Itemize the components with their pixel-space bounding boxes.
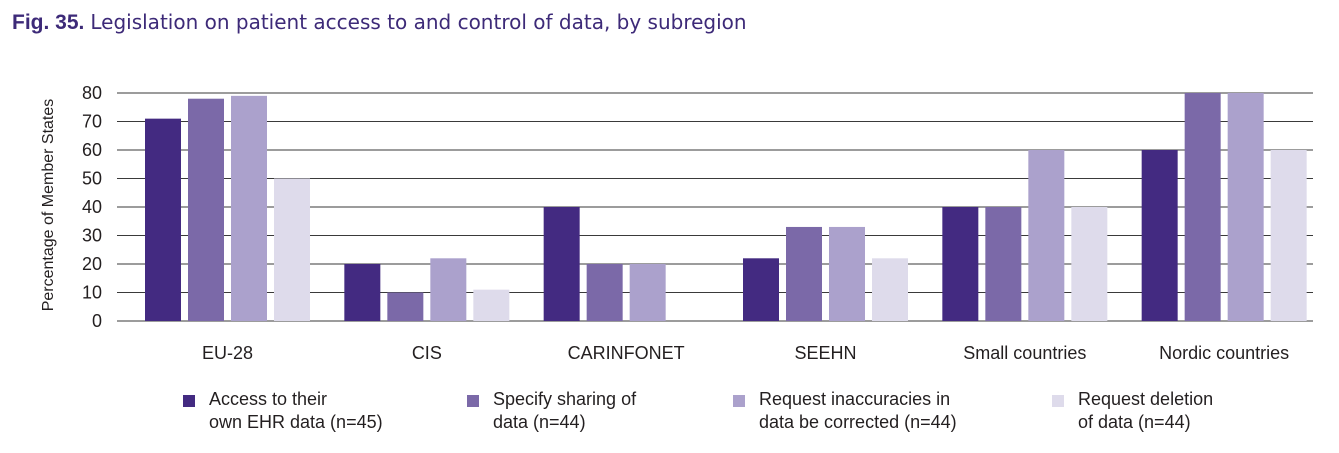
legend: Access to their own EHR data (n=45) Specif… [0,388,1339,448]
bar-eu-28-series-1 [145,118,181,322]
x-category-label: SEEHN [794,343,856,363]
x-category-label: EU-28 [202,343,253,363]
legend-item-series-2: Specify sharing of data (n=44) [467,388,636,434]
bar-cis-series-2 [387,292,424,321]
legend-swatch [183,395,195,407]
legend-label-line: data be corrected (n=44) [759,412,957,432]
bar-small-countries-series-2 [985,207,1022,321]
legend-label: Access to their own EHR data (n=45) [209,388,383,434]
bar-cis-series-1 [344,264,381,321]
y-tick-label: 60 [82,140,102,160]
legend-label-line: own EHR data (n=45) [209,412,383,432]
x-category-labels: EU-28 CIS CARINFONET SEEHN Small countries No… [202,343,1289,363]
bar-seehn-series-3 [829,226,865,321]
bar-seehn-series-4 [872,258,908,321]
figure-number: Fig. 35. [12,11,85,34]
x-category-label: CARINFONET [568,343,685,363]
y-tick-label: 30 [82,226,102,246]
bar-nordic-countries-series-1 [1141,150,1178,321]
bar-seehn-series-1 [743,258,779,321]
bar-carinfonet-series-1 [543,207,580,321]
y-tick-label: 20 [82,254,102,274]
y-tick-label: 50 [82,169,102,189]
x-category-label: Small countries [963,343,1086,363]
legend-item-series-4: Request deletion of data (n=44) [1052,388,1213,434]
y-tick-labels: 0 10 20 30 40 50 60 70 80 [82,83,102,331]
y-tick-label: 70 [82,112,102,132]
bar-small-countries-series-4 [1071,207,1108,321]
bar-nordic-countries-series-3 [1227,93,1264,321]
bar-eu-28-series-2 [188,98,224,321]
legend-swatch [733,395,745,407]
bar-nordic-countries-series-4 [1270,150,1307,321]
bar-cis-series-3 [430,258,467,321]
figure-title-text: Legislation on patient access to and con… [90,10,747,34]
bar-chart: 0 10 20 30 40 50 60 70 80 EU-28 CIS CARINFONET SEEH… [40,83,1313,363]
legend-label-line: Access to their [209,389,328,409]
legend-label-line: of data (n=44) [1078,412,1191,432]
y-tick-label: 10 [82,283,102,303]
y-tick-label: 80 [82,83,102,103]
bar-cis-series-4 [473,289,510,321]
legend-item-series-1: Access to their own EHR data (n=45) [183,388,383,434]
bar-carinfonet-series-3 [629,264,666,321]
legend-label-line: data (n=44) [493,412,586,432]
x-category-label: CIS [412,343,442,363]
legend-label-line: Request inaccuracies in [759,389,951,409]
bar-small-countries-series-1 [942,207,979,321]
legend-item-series-3: Request inaccuracies in data be corrected… [733,388,957,434]
legend-label: Request deletion of data (n=44) [1078,388,1213,434]
bar-eu-28-series-4 [274,178,310,321]
x-category-label: Nordic countries [1159,343,1289,363]
figure-title: Fig. 35. Legislation on patient access to… [12,10,747,35]
bar-seehn-series-2 [786,226,822,321]
legend-label: Request inaccuracies in data be corrected… [759,388,957,434]
legend-label: Specify sharing of data (n=44) [493,388,636,434]
y-tick-label: 40 [82,197,102,217]
gridlines [117,92,1313,322]
y-tick-label: 0 [92,311,102,331]
bar-nordic-countries-series-2 [1184,93,1221,321]
legend-label-line: Request deletion [1078,389,1214,409]
legend-swatch [467,395,479,407]
legend-swatch [1052,395,1064,407]
bar-small-countries-series-3 [1028,150,1065,321]
y-axis-label: Percentage of Member States [40,99,57,312]
bar-carinfonet-series-2 [586,264,623,321]
bars [145,93,1307,322]
legend-label-line: Specify sharing of [493,389,637,409]
bar-eu-28-series-3 [231,95,267,321]
